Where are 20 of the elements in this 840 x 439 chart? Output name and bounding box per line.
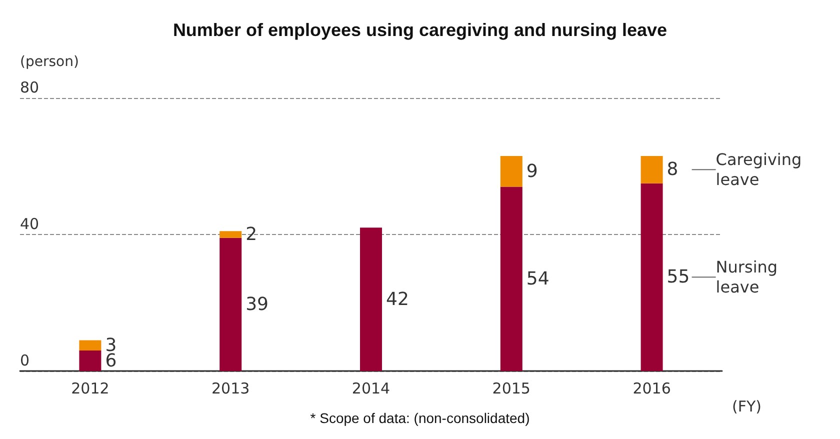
x-axis-title: (FY) <box>732 398 762 416</box>
chart-title: Number of employees using caregiving and nursing leave <box>172 20 668 40</box>
x-tick-label: 2012 <box>71 380 110 398</box>
x-tick-label: 2015 <box>492 380 530 398</box>
data-label: 54 <box>526 268 550 290</box>
data-label: 8 <box>666 159 678 180</box>
text: Nursing leave <box>716 258 783 297</box>
x-tick-label: 2014 <box>352 380 390 398</box>
y-axis-title: (person) <box>20 54 79 70</box>
data-label: 9 <box>526 160 538 182</box>
x-tick-label: 2016 <box>632 380 671 398</box>
x-tick-label: 2013 <box>212 380 250 398</box>
text: * Scope of data: (non-consolidated) <box>310 410 530 426</box>
y-tick-label: 80 <box>20 78 40 96</box>
data-label: 39 <box>246 294 269 315</box>
data-label: 55 <box>666 266 690 288</box>
y-tick-label: 0 <box>20 352 30 370</box>
data-label: 42 <box>386 288 409 310</box>
y-tick-label: 40 <box>20 215 40 233</box>
text: Caregiving leave <box>716 150 807 190</box>
